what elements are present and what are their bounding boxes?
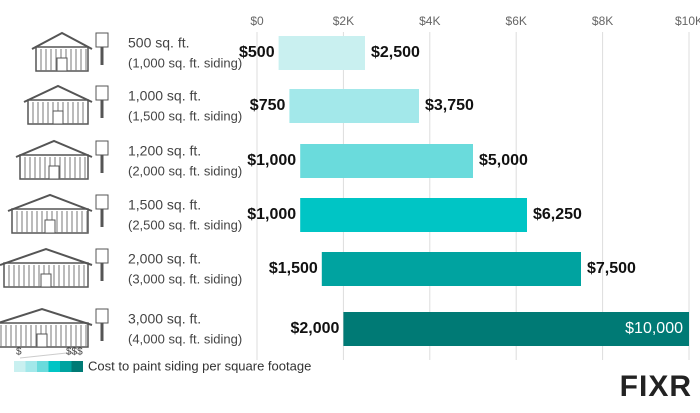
high-value-label: $5,000 [479, 152, 528, 169]
low-value-label: $750 [250, 97, 286, 114]
category-label: 1,000 sq. ft. [128, 88, 201, 104]
brush-handle [95, 140, 109, 156]
low-value-label: $500 [239, 44, 275, 61]
legend-high: $$$ [66, 347, 83, 358]
house-door [40, 273, 52, 288]
brush-handle [95, 194, 109, 210]
bar [300, 144, 473, 178]
low-value-label: $1,000 [247, 206, 296, 223]
brush-handle [95, 308, 109, 324]
house-roof [15, 139, 93, 158]
high-value-label: $3,750 [425, 97, 474, 114]
high-value-label: $6,250 [533, 206, 582, 223]
house-door [36, 333, 48, 348]
bar [300, 198, 527, 232]
bar [289, 89, 419, 123]
category-label: 1,500 sq. ft. [128, 197, 201, 213]
house-roof [23, 84, 93, 103]
high-value-label: $7,500 [587, 260, 636, 277]
x-tick-label: $4K [419, 14, 440, 28]
legend-ramp [19, 351, 77, 359]
category-note: (4,000 sq. ft. siding) [128, 331, 242, 346]
house-roof [0, 307, 93, 326]
house-door [52, 110, 64, 125]
bar [321, 252, 581, 286]
category-label: 2,000 sq. ft. [128, 251, 201, 267]
legend-swatch [37, 361, 49, 372]
house-icon [0, 247, 109, 288]
low-value-label: $2,000 [290, 320, 339, 337]
legend-text: Cost to paint siding per square footage [88, 358, 311, 373]
house-icon [7, 193, 109, 234]
house-roof [31, 31, 93, 50]
category-note: (2,500 sq. ft. siding) [128, 217, 242, 232]
house-icon [31, 31, 109, 72]
category-label: 3,000 sq. ft. [128, 311, 201, 327]
category-label: 500 sq. ft. [128, 35, 189, 51]
category-label: 1,200 sq. ft. [128, 143, 201, 159]
category-note: (3,000 sq. ft. siding) [128, 271, 242, 286]
x-tick-label: $2K [333, 14, 354, 28]
logo: FIXR [620, 370, 692, 403]
legend-swatch [71, 361, 83, 372]
brush-handle [95, 85, 109, 101]
x-tick-label: $6K [506, 14, 527, 28]
legend-swatch [60, 361, 72, 372]
category-note: (1,000 sq. ft. siding) [128, 55, 242, 70]
high-value-label: $2,500 [371, 44, 420, 61]
house-door [48, 165, 60, 180]
brush-handle [95, 32, 109, 48]
house-icon [23, 84, 109, 125]
x-tick-label: $10K [675, 14, 700, 28]
house-door [56, 57, 68, 72]
low-value-label: $1,000 [247, 152, 296, 169]
house-icon [15, 139, 109, 180]
bar [278, 36, 365, 70]
legend-low: $ [16, 347, 22, 358]
legend-swatch [48, 361, 60, 372]
legend-swatch [14, 361, 26, 372]
category-note: (2,000 sq. ft. siding) [128, 163, 242, 178]
x-tick-label: $8K [592, 14, 613, 28]
high-value-label: $10,000 [625, 320, 683, 337]
category-note: (1,500 sq. ft. siding) [128, 108, 242, 123]
legend-swatch [25, 361, 37, 372]
house-icon [0, 307, 109, 348]
bar [343, 312, 689, 346]
house-door [44, 219, 56, 234]
low-value-label: $1,500 [269, 260, 318, 277]
house-roof [0, 247, 93, 266]
house-roof [7, 193, 93, 212]
brush-handle [95, 248, 109, 264]
x-tick-label: $0 [250, 14, 264, 28]
